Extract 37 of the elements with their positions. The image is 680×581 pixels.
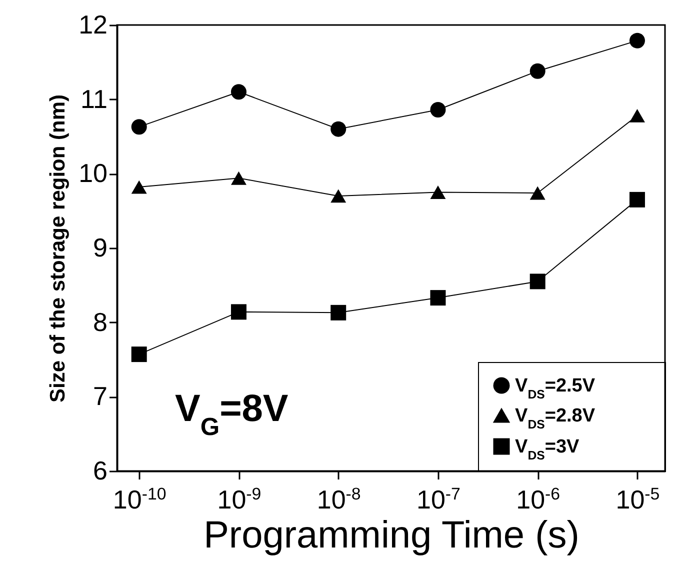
x-axis-title: Programming Time (s) bbox=[204, 514, 580, 556]
y-tick-label: 6 bbox=[93, 456, 108, 486]
point bbox=[230, 171, 246, 185]
x-tick-label: 10$^{-9}$ bbox=[217, 484, 262, 514]
legend-label: V$_{DS}$=2.5V bbox=[515, 376, 596, 402]
x-tick-label: 10$^{-5}$ bbox=[616, 484, 660, 514]
point bbox=[629, 32, 645, 48]
x-tick-label: 10$^{-10}$ bbox=[112, 484, 166, 514]
x-tick-label: 10$^{-8}$ bbox=[316, 484, 361, 514]
x-tick-label: 10$^{-6}$ bbox=[516, 484, 560, 514]
y-tick-label: 8 bbox=[93, 306, 108, 337]
point bbox=[430, 102, 446, 118]
y-tick-label: 11 bbox=[80, 84, 108, 114]
y-axis-title: Size of the storage region (nm) bbox=[46, 94, 70, 403]
point bbox=[430, 290, 446, 306]
point bbox=[629, 108, 645, 122]
point bbox=[131, 119, 147, 135]
point bbox=[530, 186, 546, 200]
point bbox=[530, 274, 546, 290]
annotation: V$_{G}$=8V bbox=[175, 388, 289, 440]
point bbox=[629, 192, 645, 208]
y-tick-label: 7 bbox=[93, 381, 108, 412]
legend-label: V$_{DS}$=3V bbox=[515, 436, 580, 462]
point bbox=[530, 63, 546, 79]
point bbox=[330, 121, 346, 137]
point bbox=[131, 346, 147, 362]
point bbox=[230, 84, 246, 100]
point bbox=[230, 304, 246, 320]
point bbox=[430, 186, 446, 199]
point bbox=[330, 304, 346, 320]
y-tick-label: 10 bbox=[78, 158, 108, 188]
point bbox=[330, 189, 346, 203]
legend-label: V$_{DS}$=2.8V bbox=[515, 406, 596, 432]
y-tick-label: 9 bbox=[93, 232, 108, 262]
x-tick-label: 10$^{-7}$ bbox=[416, 484, 460, 514]
point bbox=[131, 180, 147, 194]
y-tick-label: 12 bbox=[78, 10, 108, 40]
